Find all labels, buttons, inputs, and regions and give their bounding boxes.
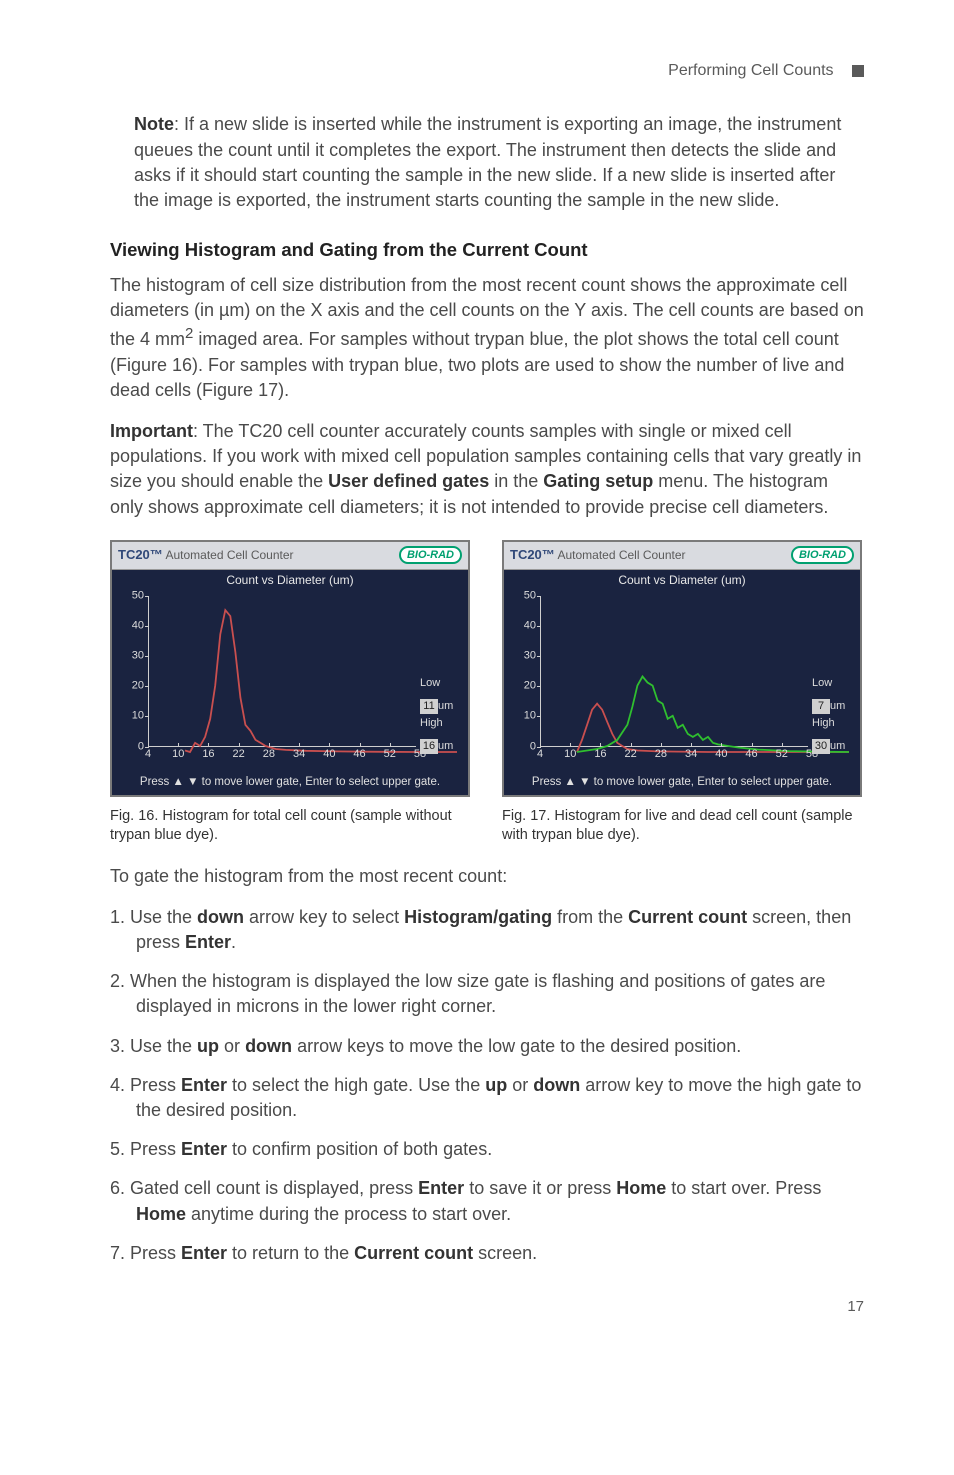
page-header: Performing Cell Counts xyxy=(110,60,864,82)
chart-16: TC20™ Automated Cell Counter BIO-RAD Count… xyxy=(110,540,470,797)
steps-list: 1. Use the down arrow key to select Hist… xyxy=(110,905,864,1266)
biorad-logo-icon: BIO-RAD xyxy=(399,546,462,564)
x-tick-label: 40 xyxy=(715,747,727,762)
x-tick-label: 22 xyxy=(625,747,637,762)
chart-17: TC20™ Automated Cell Counter BIO-RAD Count… xyxy=(502,540,862,797)
y-tick-label: 50 xyxy=(118,588,144,603)
chart-titlebar: TC20™ Automated Cell Counter BIO-RAD xyxy=(504,542,860,570)
x-tick-label: 4 xyxy=(537,747,543,762)
step-6: 6. Gated cell count is displayed, press … xyxy=(110,1176,864,1226)
page-number: 17 xyxy=(110,1296,864,1317)
note-label: Note xyxy=(134,114,174,134)
y-tick-label: 0 xyxy=(510,739,536,754)
chart-footer: Press ▲ ▼ to move lower gate, Enter to s… xyxy=(504,771,860,795)
chart-series-line xyxy=(185,610,457,752)
intro-para-1: The histogram of cell size distribution … xyxy=(110,273,864,403)
y-tick-label: 10 xyxy=(118,709,144,724)
low-gate-indicator: Low7um xyxy=(812,676,856,717)
y-tick-label: 20 xyxy=(118,678,144,693)
note-paragraph: Note: If a new slide is inserted while t… xyxy=(134,112,864,213)
section-heading: Viewing Histogram and Gating from the Cu… xyxy=(110,237,864,263)
x-tick-label: 4 xyxy=(145,747,151,762)
chart-plot-area: 010203040504101622283440465258Low7umHigh… xyxy=(504,591,860,771)
y-tick-label: 40 xyxy=(118,618,144,633)
chart-footer: Press ▲ ▼ to move lower gate, Enter to s… xyxy=(112,771,468,795)
step-7: 7. Press Enter to return to the Current … xyxy=(110,1241,864,1266)
y-tick-label: 30 xyxy=(510,648,536,663)
high-gate-indicator: High16um xyxy=(420,716,464,757)
x-tick-label: 16 xyxy=(594,747,606,762)
chart-brand: TC20™ Automated Cell Counter xyxy=(118,546,294,564)
chart-plot-area: 010203040504101622283440465258Low11umHig… xyxy=(112,591,468,771)
figure-17-column: TC20™ Automated Cell Counter BIO-RAD Count… xyxy=(502,540,864,846)
chart-brand: TC20™ Automated Cell Counter xyxy=(510,546,686,564)
step-5: 5. Press Enter to confirm position of bo… xyxy=(110,1137,864,1162)
y-tick-label: 10 xyxy=(510,709,536,724)
y-tick-label: 40 xyxy=(510,618,536,633)
step-4: 4. Press Enter to select the high gate. … xyxy=(110,1073,864,1123)
x-tick-label: 28 xyxy=(263,747,275,762)
gate-intro: To gate the histogram from the most rece… xyxy=(110,864,864,889)
important-paragraph: Important: The TC20 cell counter accurat… xyxy=(110,419,864,520)
step-2: 2. When the histogram is displayed the l… xyxy=(110,969,864,1019)
header-square-icon xyxy=(852,65,864,77)
x-tick-label: 52 xyxy=(384,747,396,762)
figure-16-column: TC20™ Automated Cell Counter BIO-RAD Count… xyxy=(110,540,472,846)
x-tick-label: 10 xyxy=(564,747,576,762)
chart-series-line xyxy=(577,703,849,751)
x-tick-label: 22 xyxy=(233,747,245,762)
x-tick-label: 16 xyxy=(202,747,214,762)
chart-subtitle: Count vs Diameter (um) xyxy=(112,570,468,591)
chart-series-line xyxy=(577,676,849,752)
figure-17-caption: Fig. 17. Histogram for live and dead cel… xyxy=(502,807,864,846)
header-section-text: Performing Cell Counts xyxy=(668,62,833,79)
x-tick-label: 10 xyxy=(172,747,184,762)
biorad-logo-icon: BIO-RAD xyxy=(791,546,854,564)
y-tick-label: 50 xyxy=(510,588,536,603)
y-tick-label: 0 xyxy=(118,739,144,754)
low-gate-indicator: Low11um xyxy=(420,676,464,717)
figure-16-caption: Fig. 16. Histogram for total cell count … xyxy=(110,807,472,846)
x-tick-label: 46 xyxy=(353,747,365,762)
figures-row: TC20™ Automated Cell Counter BIO-RAD Count… xyxy=(110,540,864,846)
y-tick-label: 30 xyxy=(118,648,144,663)
y-tick-label: 20 xyxy=(510,678,536,693)
step-1: 1. Use the down arrow key to select Hist… xyxy=(110,905,864,955)
x-tick-label: 28 xyxy=(655,747,667,762)
chart-subtitle: Count vs Diameter (um) xyxy=(504,570,860,591)
high-gate-indicator: High30um xyxy=(812,716,856,757)
x-tick-label: 40 xyxy=(323,747,335,762)
chart-titlebar: TC20™ Automated Cell Counter BIO-RAD xyxy=(112,542,468,570)
x-tick-label: 52 xyxy=(776,747,788,762)
x-tick-label: 34 xyxy=(685,747,697,762)
important-label: Important xyxy=(110,421,193,441)
x-tick-label: 46 xyxy=(745,747,757,762)
step-3: 3. Use the up or down arrow keys to move… xyxy=(110,1034,864,1059)
note-text: : If a new slide is inserted while the i… xyxy=(134,114,841,210)
x-tick-label: 34 xyxy=(293,747,305,762)
